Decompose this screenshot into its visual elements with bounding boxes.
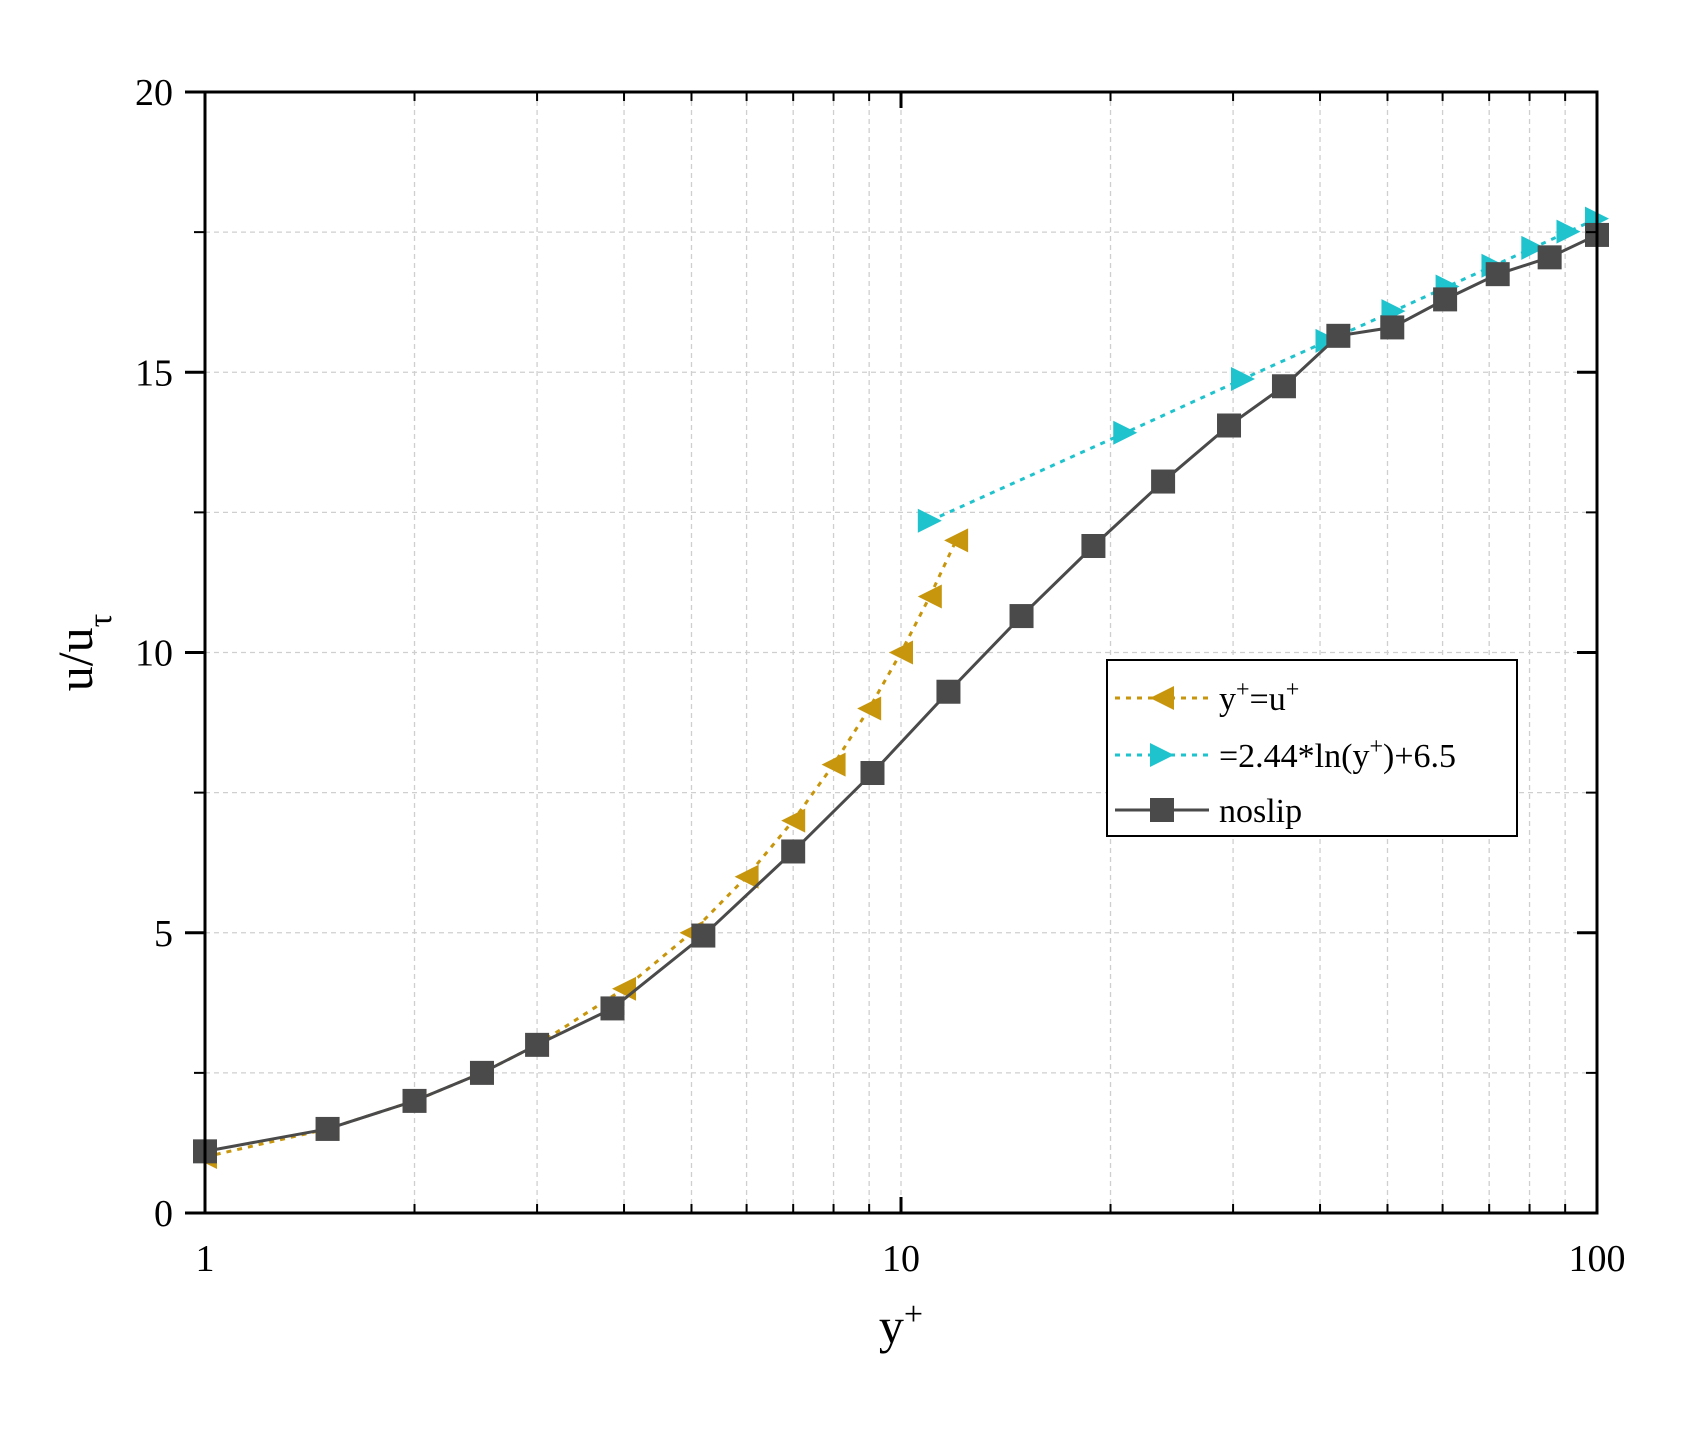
legend-item-noslip-label: noslip — [1219, 793, 1302, 830]
legend: y+=u+ =2.44*ln(y+)+6.5 noslip — [1106, 659, 1518, 837]
series-log-law-point — [1113, 420, 1138, 445]
series-linear-law — [193, 528, 969, 1169]
x-axis-title-sup: + — [904, 1296, 923, 1333]
legend-item-linear-law-label: y+=u+ — [1219, 677, 1299, 718]
series-noslip-point — [315, 1116, 340, 1141]
x-tick-label: 1 — [196, 1238, 215, 1280]
series-noslip-point — [1326, 323, 1351, 348]
series-noslip — [193, 222, 1609, 1164]
series-noslip-point — [1217, 413, 1242, 438]
legend-item-noslip: noslip — [1115, 793, 1302, 830]
legend-item-log-law: =2.44*ln(y+)+6.5 — [1115, 734, 1456, 775]
series-linear-law-point — [857, 696, 882, 721]
series-noslip-point — [1380, 315, 1405, 340]
series-layer — [193, 206, 1609, 1169]
series-noslip-point — [525, 1032, 550, 1057]
series-linear-law-point — [917, 584, 942, 609]
legend-item-linear-law: y+=u+ — [1115, 677, 1299, 718]
series-noslip-point — [600, 996, 625, 1021]
series-log-law-point — [1556, 219, 1581, 244]
series-noslip-point — [402, 1088, 427, 1113]
grid-layer — [205, 92, 1597, 1213]
series-log-law-point — [917, 508, 942, 533]
series-noslip-point — [1485, 262, 1510, 287]
series-noslip-point — [1433, 287, 1458, 312]
legend-item-linear-law-swatch-marker — [1150, 686, 1174, 710]
series-noslip-point — [936, 679, 961, 704]
series-linear-law-point — [821, 752, 846, 777]
y-tick-label: 10 — [135, 633, 173, 675]
y-axis-title-sub: τ — [82, 614, 119, 628]
legend-items: y+=u+ =2.44*ln(y+)+6.5 noslip — [1115, 677, 1456, 830]
x-axis-title: y+ — [879, 1296, 923, 1355]
series-noslip-point — [1081, 534, 1106, 559]
y-tick-label: 20 — [135, 72, 173, 114]
series-noslip-point — [1537, 245, 1562, 270]
series-noslip-point — [1009, 604, 1034, 629]
series-noslip-point — [1271, 374, 1296, 399]
legend-box — [1106, 659, 1518, 837]
series-log-law-line — [929, 217, 1598, 523]
legend-item-noslip-swatch-marker — [1150, 798, 1174, 822]
x-tick-label: 100 — [1569, 1238, 1626, 1280]
series-linear-law-point — [781, 808, 806, 833]
series-log-law-point — [1521, 235, 1546, 260]
series-noslip-point — [469, 1060, 494, 1085]
series-log-law — [917, 206, 1609, 533]
legend-item-log-law-label: =2.44*ln(y+)+6.5 — [1219, 734, 1456, 775]
tick-layer: 1 10 100 0 5 10 15 20 — [135, 72, 1626, 1280]
x-tick-label: 10 — [882, 1238, 920, 1280]
legend-item-log-law-swatch-marker — [1150, 743, 1174, 767]
series-noslip-point — [860, 761, 885, 786]
y-tick-label: 15 — [135, 352, 173, 394]
series-noslip-point — [1151, 469, 1176, 494]
y-tick-label: 0 — [154, 1193, 173, 1235]
series-log-law-point — [1230, 366, 1255, 391]
series-linear-law-line — [204, 539, 958, 1159]
series-linear-law-point — [944, 528, 969, 553]
series-noslip-point — [691, 923, 716, 948]
y-tick-label: 5 — [154, 913, 173, 955]
y-axis-title: u/uτ — [47, 614, 119, 692]
series-noslip-point — [781, 839, 806, 864]
series-linear-law-point — [889, 640, 913, 665]
series-linear-law-point — [734, 864, 759, 889]
